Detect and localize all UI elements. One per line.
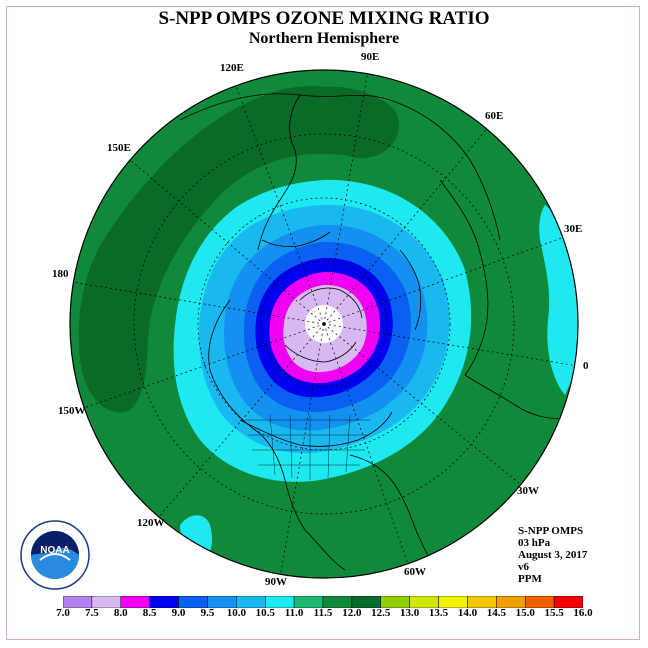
lon-label-180: 180	[52, 268, 69, 280]
us-state-lines	[245, 414, 370, 480]
colorbar-tick-label: 15.5	[544, 607, 564, 619]
info-block: S-NPP OMPS 03 hPa August 3, 2017 v6 PPM	[518, 525, 587, 585]
svg-text:NOAA: NOAA	[40, 545, 69, 556]
colorbar-tick-label: 11.0	[284, 607, 304, 619]
colorbar	[63, 596, 583, 608]
lon-label-120e: 120E	[220, 62, 244, 74]
colorbar-tick-label: 8.5	[142, 607, 157, 619]
map-boundary	[69, 69, 579, 579]
lon-label-90e: 90E	[361, 51, 380, 63]
colorbar-tick-label: 10.5	[255, 607, 275, 619]
info-units: PPM	[518, 573, 542, 585]
graticule	[71, 70, 578, 578]
colorbar-tick-label: 9.5	[200, 607, 215, 619]
colorbar-tick-label: 7.5	[85, 607, 99, 619]
colorbar-tick-label: 9.0	[171, 607, 186, 619]
lon-label-60w: 60W	[404, 566, 426, 578]
info-date: August 3, 2017	[518, 549, 588, 561]
figure-title: S-NPP OMPS OZONE MIXING RATIO	[158, 8, 490, 29]
colorbar-tick-label: 14.5	[486, 607, 506, 619]
colorbar-tick-label: 12.0	[342, 607, 362, 619]
lon-label-150w: 150W	[58, 405, 86, 417]
lon-label-60e: 60E	[485, 110, 504, 122]
dark-band-north	[284, 86, 399, 159]
lon-label-90w: 90W	[265, 576, 287, 588]
colorbar-tick-label: 16.0	[573, 607, 593, 619]
colorbar-tick-label: 8.0	[113, 607, 128, 619]
lon-label-30w: 30W	[517, 485, 539, 497]
colorbar-tick-label: 10.0	[226, 607, 246, 619]
colorbar-tick-label: 14.0	[457, 607, 478, 619]
lon-label-30e: 30E	[564, 223, 583, 235]
colorbar-tick-label: 13.0	[400, 607, 420, 619]
info-pressure: 03 hPa	[518, 537, 551, 549]
colorbar-tick-label: 13.5	[428, 607, 449, 619]
colorbar-tick-label: 11.5	[313, 607, 333, 619]
colorbar-tick-label: 15.0	[515, 607, 535, 619]
colorbar-tick-label: 7.0	[56, 607, 70, 619]
lon-label-0: 0	[583, 360, 589, 372]
info-version: v6	[518, 561, 529, 573]
ozone-field	[70, 70, 578, 578]
figure-border	[6, 6, 640, 640]
colorbar-tick-label: 12.5	[371, 607, 391, 619]
colorbar-swatch	[553, 596, 583, 608]
lon-label-120w: 120W	[137, 517, 165, 529]
noaa-logo: NOAA	[20, 520, 90, 590]
info-instrument: S-NPP OMPS	[518, 525, 584, 537]
lon-label-150e: 150E	[107, 142, 131, 154]
figure-subtitle: Northern Hemisphere	[248, 30, 400, 47]
